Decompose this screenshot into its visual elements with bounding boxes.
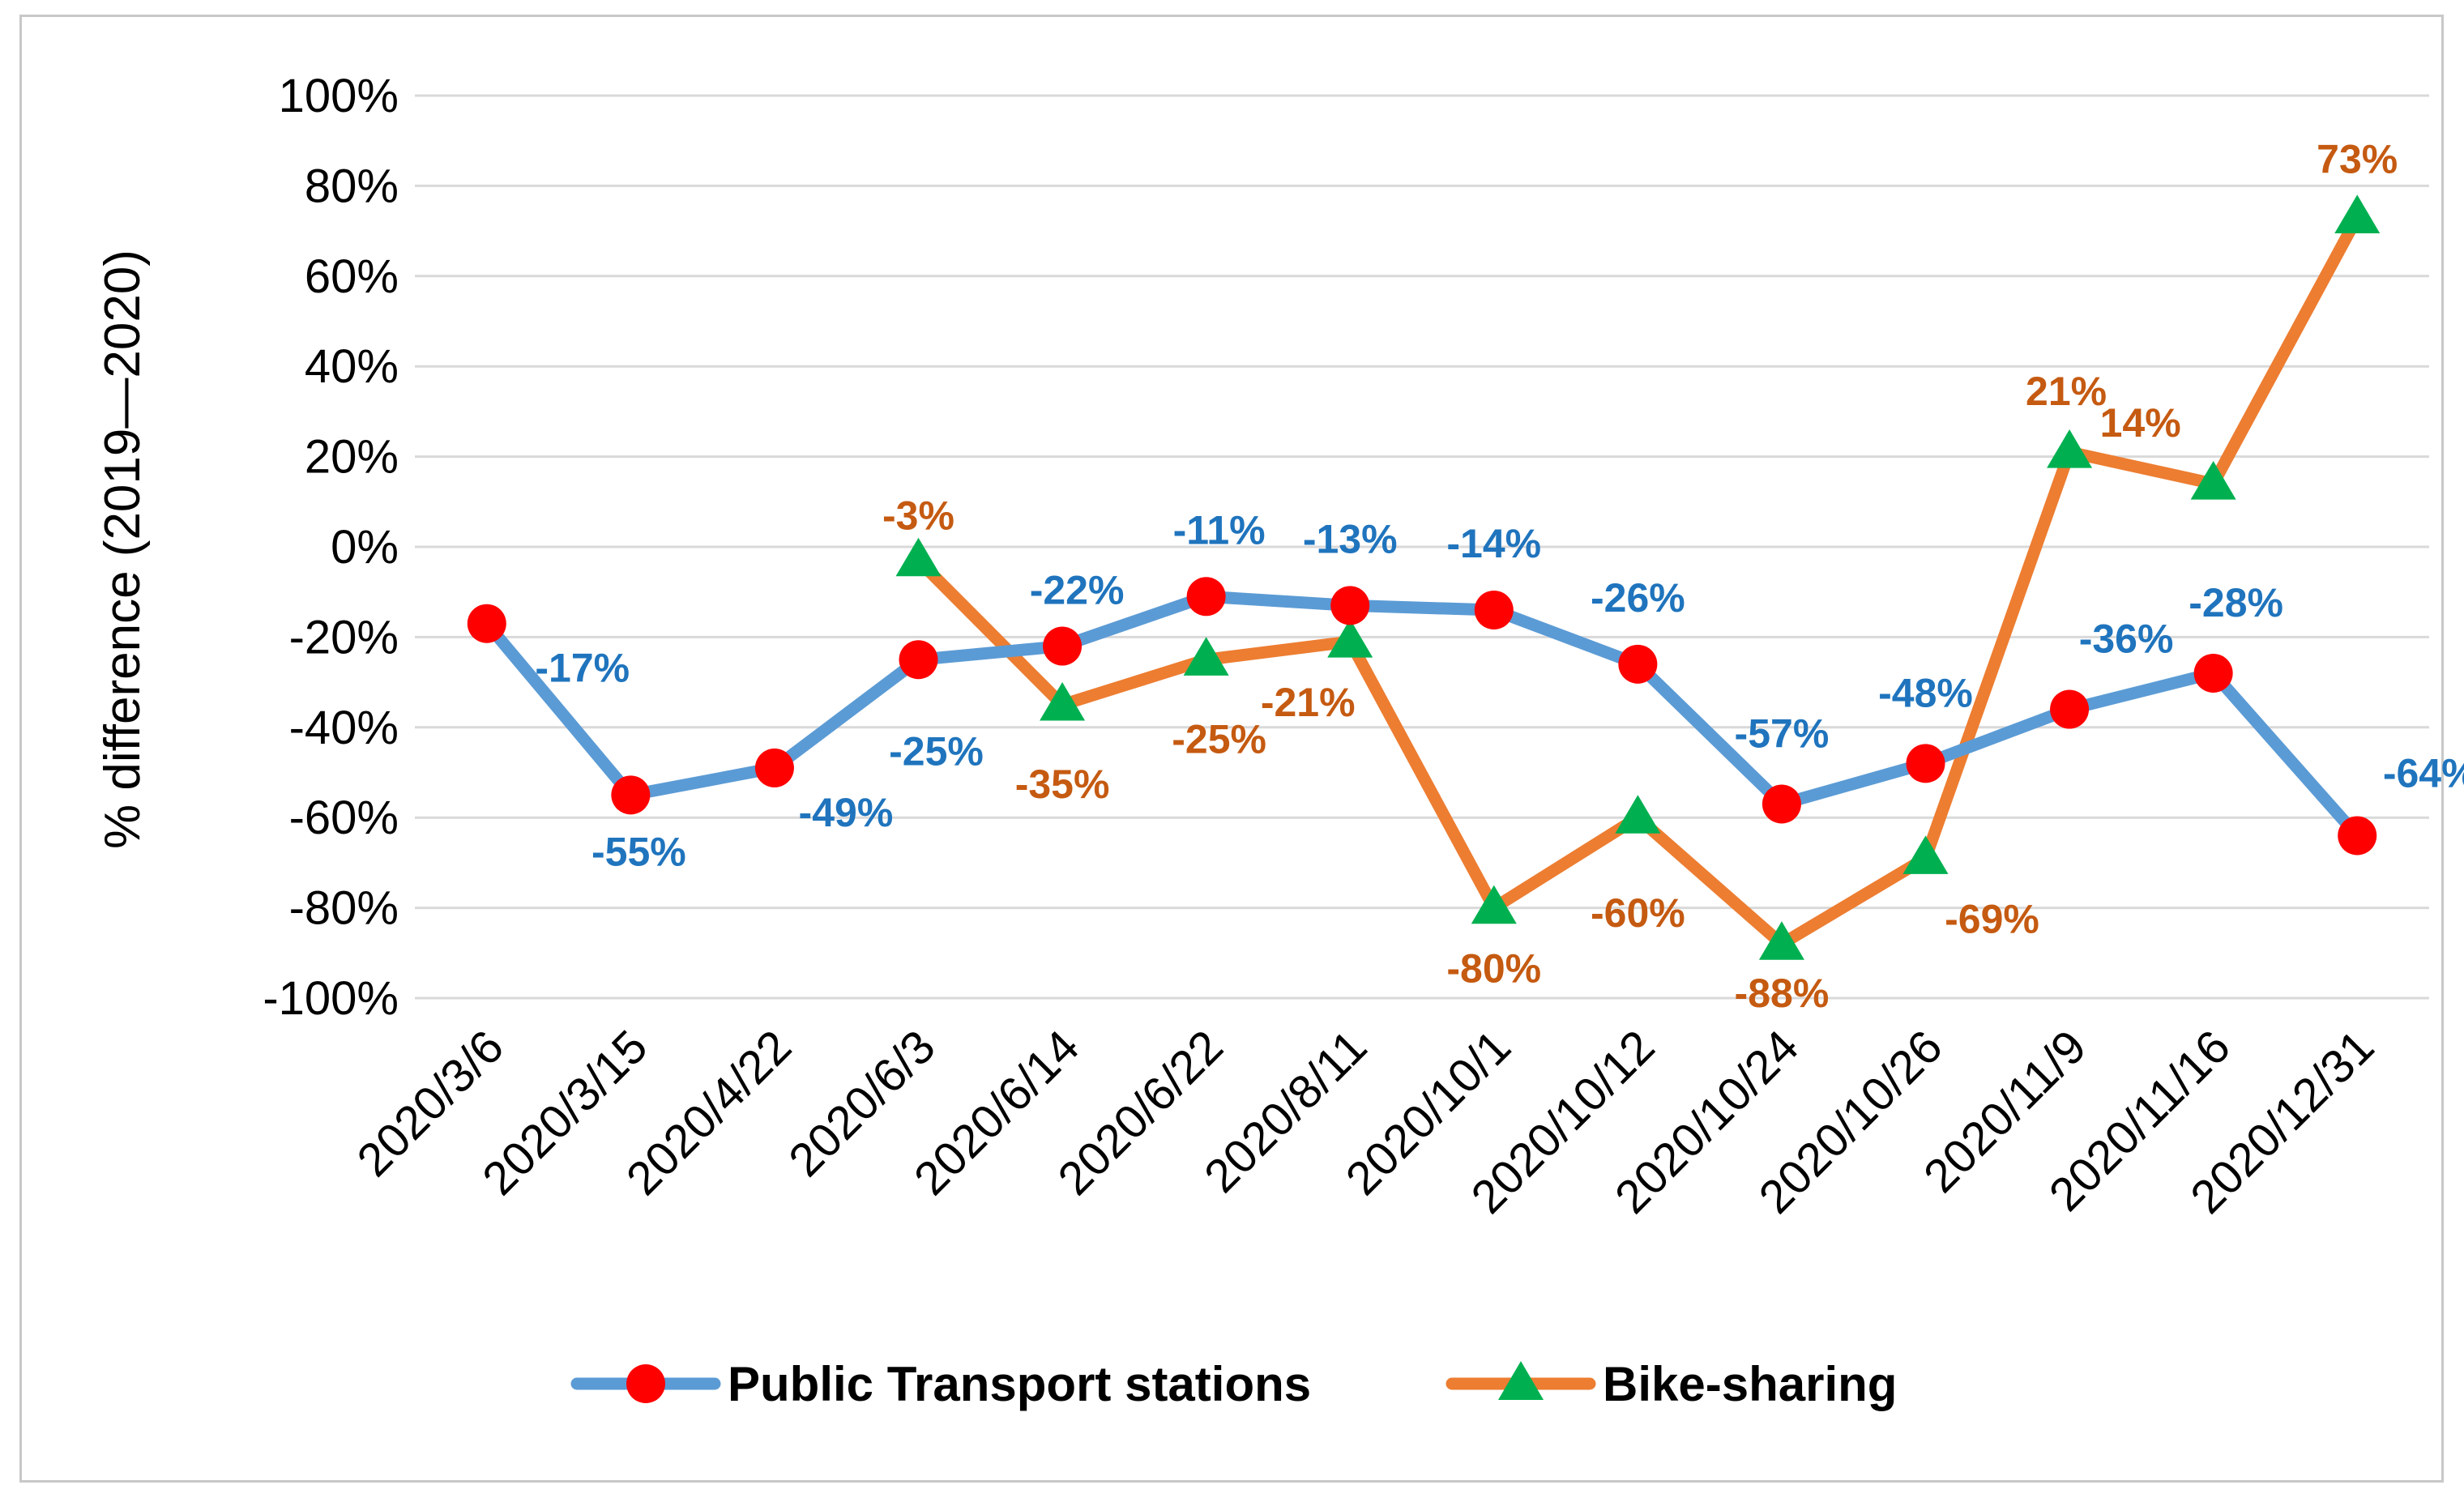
bike-sharing-data-label: -25% bbox=[1172, 716, 1266, 762]
bike-sharing-data-label: -60% bbox=[1591, 890, 1685, 936]
bike-sharing-marker bbox=[1327, 618, 1373, 658]
public-transport-data-label: -14% bbox=[1446, 521, 1541, 566]
bike-sharing-data-label: -21% bbox=[1261, 680, 1356, 725]
public-transport-data-label: -28% bbox=[2189, 580, 2283, 625]
public-transport-data-label: -25% bbox=[889, 728, 984, 774]
legend-swatch-public-transport-marker bbox=[626, 1364, 665, 1403]
chart-frame bbox=[19, 15, 2444, 1483]
y-tick-label: -20% bbox=[289, 611, 399, 664]
public-transport-marker bbox=[1618, 644, 1658, 684]
public-transport-marker bbox=[2338, 816, 2377, 856]
bike-sharing-marker bbox=[1615, 795, 1661, 834]
bike-sharing-data-label: 73% bbox=[2317, 136, 2398, 181]
public-transport-marker bbox=[1043, 626, 1083, 666]
bike-sharing-marker bbox=[2334, 194, 2381, 233]
y-axis-title: % difference (2019—2020) bbox=[95, 250, 151, 849]
legend-swatch-bike-sharing-marker bbox=[1498, 1361, 1544, 1400]
y-tick-label: 20% bbox=[305, 431, 399, 484]
bike-sharing-data-label: -69% bbox=[1945, 896, 2039, 941]
public-transport-data-label: -13% bbox=[1303, 516, 1398, 561]
bike-sharing-marker bbox=[1758, 921, 1804, 960]
public-transport-marker bbox=[1186, 577, 1226, 617]
public-transport-line bbox=[480, 590, 2364, 842]
y-tick-label: -60% bbox=[289, 792, 399, 844]
bike-sharing-marker bbox=[1902, 835, 1949, 874]
bike-sharing-data-label: -80% bbox=[1446, 946, 1541, 992]
series-layer bbox=[467, 194, 2381, 960]
legend-label-public-transport: Public Transport stations bbox=[728, 1357, 1311, 1411]
y-tick-label: -100% bbox=[263, 972, 399, 1025]
y-axis-ticks: 100% 80% 60% 40% 20% 0% -20% -40% -60% -80% -100% bbox=[263, 70, 399, 1025]
data-labels: -3%-35%-25%-21%-80%-60%-88%-69%21%14%73%… bbox=[535, 136, 2464, 1016]
public-transport-marker bbox=[754, 748, 794, 787]
y-tick-label: -40% bbox=[289, 702, 399, 754]
bike-sharing-marker bbox=[1040, 681, 1086, 721]
y-tick-label: 60% bbox=[305, 250, 399, 303]
public-transport-marker bbox=[1906, 744, 1945, 783]
public-transport-data-label: -11% bbox=[1173, 507, 1266, 553]
y-tick-label: -80% bbox=[289, 882, 399, 935]
bike-sharing-data-label: -88% bbox=[1735, 971, 1830, 1016]
public-transport-data-label: -49% bbox=[799, 790, 894, 835]
legend-label-bike-sharing: Bike-sharing bbox=[1603, 1357, 1897, 1411]
y-tick-label: 80% bbox=[305, 160, 399, 212]
y-tick-label: 0% bbox=[331, 521, 399, 574]
bike-sharing-marker bbox=[1183, 637, 1229, 676]
public-transport-data-label: -64% bbox=[2383, 750, 2464, 796]
bike-sharing-data-label: 21% bbox=[2026, 369, 2107, 414]
public-transport-marker bbox=[2193, 653, 2233, 693]
bike-sharing-marker bbox=[2190, 461, 2236, 500]
public-transport-data-label: -26% bbox=[1591, 575, 1685, 621]
public-transport-data-label: -36% bbox=[2079, 617, 2174, 662]
public-transport-marker bbox=[899, 640, 938, 680]
x-axis-ticks: 2020/3/62020/3/152020/4/222020/6/32020/6… bbox=[347, 1020, 2384, 1223]
public-transport-marker bbox=[1330, 586, 1370, 625]
bike-sharing-data-label: -35% bbox=[1015, 762, 1110, 807]
bike-sharing-marker bbox=[2047, 429, 2093, 468]
public-transport-data-label: -17% bbox=[535, 646, 630, 691]
public-transport-marker bbox=[2050, 689, 2090, 729]
gridlines bbox=[415, 94, 2429, 1000]
public-transport-data-label: -55% bbox=[591, 829, 686, 874]
bike-sharing-marker bbox=[1471, 885, 1517, 924]
bike-sharing-data-label: 14% bbox=[2100, 400, 2181, 446]
y-tick-label: 100% bbox=[279, 70, 399, 122]
public-transport-data-label: -48% bbox=[1878, 670, 1973, 715]
public-transport-marker bbox=[1474, 590, 1514, 629]
y-tick-label: 40% bbox=[305, 340, 399, 393]
public-transport-marker bbox=[467, 604, 506, 643]
public-transport-data-label: -22% bbox=[1030, 568, 1125, 613]
bike-sharing-data-label: -3% bbox=[882, 493, 954, 539]
bike-sharing-marker bbox=[895, 537, 942, 577]
legend: Public Transport stations Bike-sharing bbox=[570, 1357, 1897, 1411]
public-transport-data-label: -57% bbox=[1735, 710, 1830, 756]
public-transport-marker bbox=[1762, 784, 1801, 824]
public-transport-marker bbox=[611, 775, 651, 815]
